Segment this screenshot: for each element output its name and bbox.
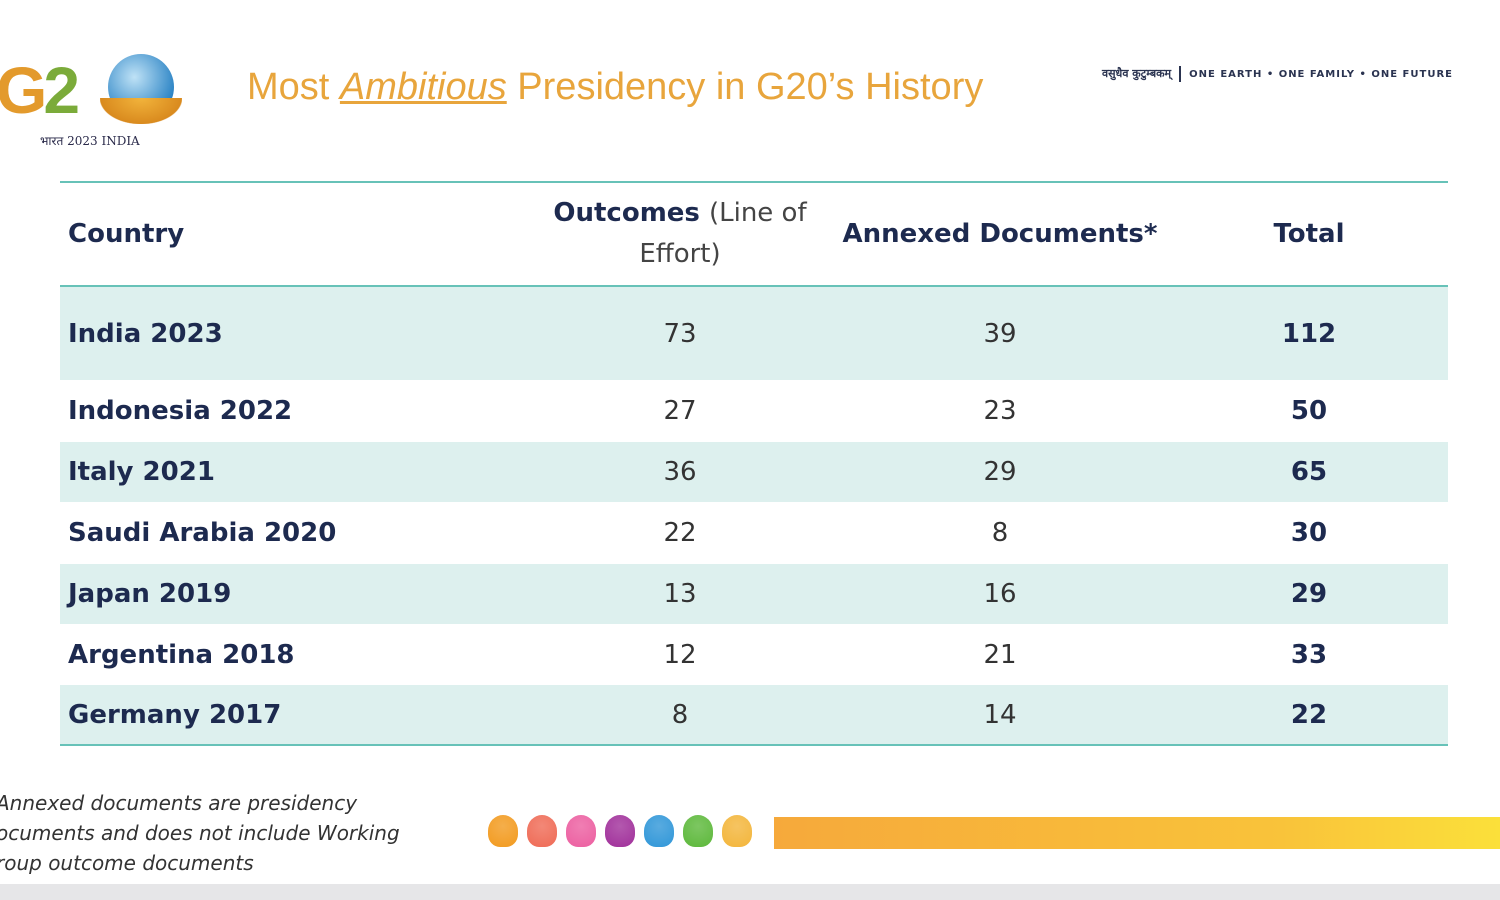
cell-total: 112 <box>1281 318 1337 349</box>
footnote: Annexed documents are presidency ocument… <box>0 788 416 878</box>
table-header: Country Outcomes (Line of Effort) Annexe… <box>60 182 1448 286</box>
logo-subtitle: भारत 2023 INDIA <box>40 134 140 148</box>
table-row: Saudi Arabia 2020 22 8 30 <box>60 502 1448 564</box>
cell-country: Indonesia 2022 <box>68 396 293 426</box>
cell-outcomes: 27 <box>663 396 697 426</box>
lotus-icon <box>488 815 518 847</box>
cell-country: India 2023 <box>68 318 223 349</box>
footnote-line: roup outcome documents <box>0 851 254 875</box>
cell-annexed: 21 <box>983 639 1017 670</box>
cell-total: 50 <box>1290 396 1328 426</box>
cell-total: 65 <box>1290 457 1328 487</box>
cell-outcomes: 12 <box>663 639 697 670</box>
cell-country: Japan 2019 <box>68 579 232 609</box>
cell-annexed: 14 <box>983 699 1017 730</box>
cell-annexed: 29 <box>983 457 1017 487</box>
cell-outcomes: 13 <box>663 579 697 609</box>
tagline-sanskrit: वसुधैव कुटुम्बकम् <box>1102 67 1172 80</box>
table-row: Italy 2021 36 29 65 <box>60 442 1448 502</box>
lotus-icon <box>722 815 752 847</box>
tagline-english: ONE EARTH • ONE FAMILY • ONE FUTURE <box>1189 69 1453 80</box>
bottom-strip <box>0 884 1500 900</box>
table-row: Japan 2019 13 16 29 <box>60 564 1448 624</box>
cell-country: Argentina 2018 <box>68 639 295 670</box>
cell-annexed: 8 <box>991 518 1009 548</box>
g20-logo-text: G2 <box>0 53 80 127</box>
header-outcomes: Outcomes (Line of Effort) <box>553 198 807 269</box>
cell-outcomes: 36 <box>663 457 697 487</box>
cell-annexed: 23 <box>983 396 1017 426</box>
table-row: Germany 2017 8 14 22 <box>60 685 1448 745</box>
cell-total: 22 <box>1290 699 1328 730</box>
lotus-icon <box>527 815 557 847</box>
header-annexed: Annexed Documents* <box>842 218 1158 249</box>
cell-country: Saudi Arabia 2020 <box>68 518 337 548</box>
footnote-line: ocuments and does not include Working <box>0 821 400 845</box>
tagline: वसुधैव कुटुम्बकम् ONE EARTH • ONE FAMILY … <box>1102 66 1453 82</box>
presidency-table: Country Outcomes (Line of Effort) Annexe… <box>60 181 1448 746</box>
lotus-icon <box>683 815 713 847</box>
cell-total: 29 <box>1290 579 1328 609</box>
header-total: Total <box>1273 218 1345 249</box>
page-title: Most Ambitious Presidency in G20’s Histo… <box>247 66 984 108</box>
table-row: Indonesia 2022 27 23 50 <box>60 380 1448 442</box>
cell-outcomes: 73 <box>663 318 697 349</box>
cell-country: Germany 2017 <box>68 699 282 730</box>
table-row: Argentina 2018 12 21 33 <box>60 624 1448 685</box>
cell-annexed: 16 <box>983 579 1017 609</box>
footnote-line: Annexed documents are presidency <box>0 791 358 815</box>
decorative-bar <box>774 817 1500 849</box>
cell-total: 30 <box>1290 518 1328 548</box>
divider <box>1179 66 1182 82</box>
lotus-icon <box>605 815 635 847</box>
table-row: India 2023 73 39 112 <box>60 286 1448 380</box>
lotus-icon <box>100 98 182 124</box>
cell-country: Italy 2021 <box>68 457 215 487</box>
lotus-row <box>488 815 752 847</box>
header-country: Country <box>68 218 185 249</box>
lotus-icon <box>566 815 596 847</box>
cell-outcomes: 8 <box>671 699 689 730</box>
g20-logo: G2 भारत 2023 INDIA <box>0 50 185 160</box>
cell-annexed: 39 <box>983 318 1017 349</box>
lotus-icon <box>644 815 674 847</box>
cell-total: 33 <box>1290 639 1328 670</box>
cell-outcomes: 22 <box>663 518 697 548</box>
